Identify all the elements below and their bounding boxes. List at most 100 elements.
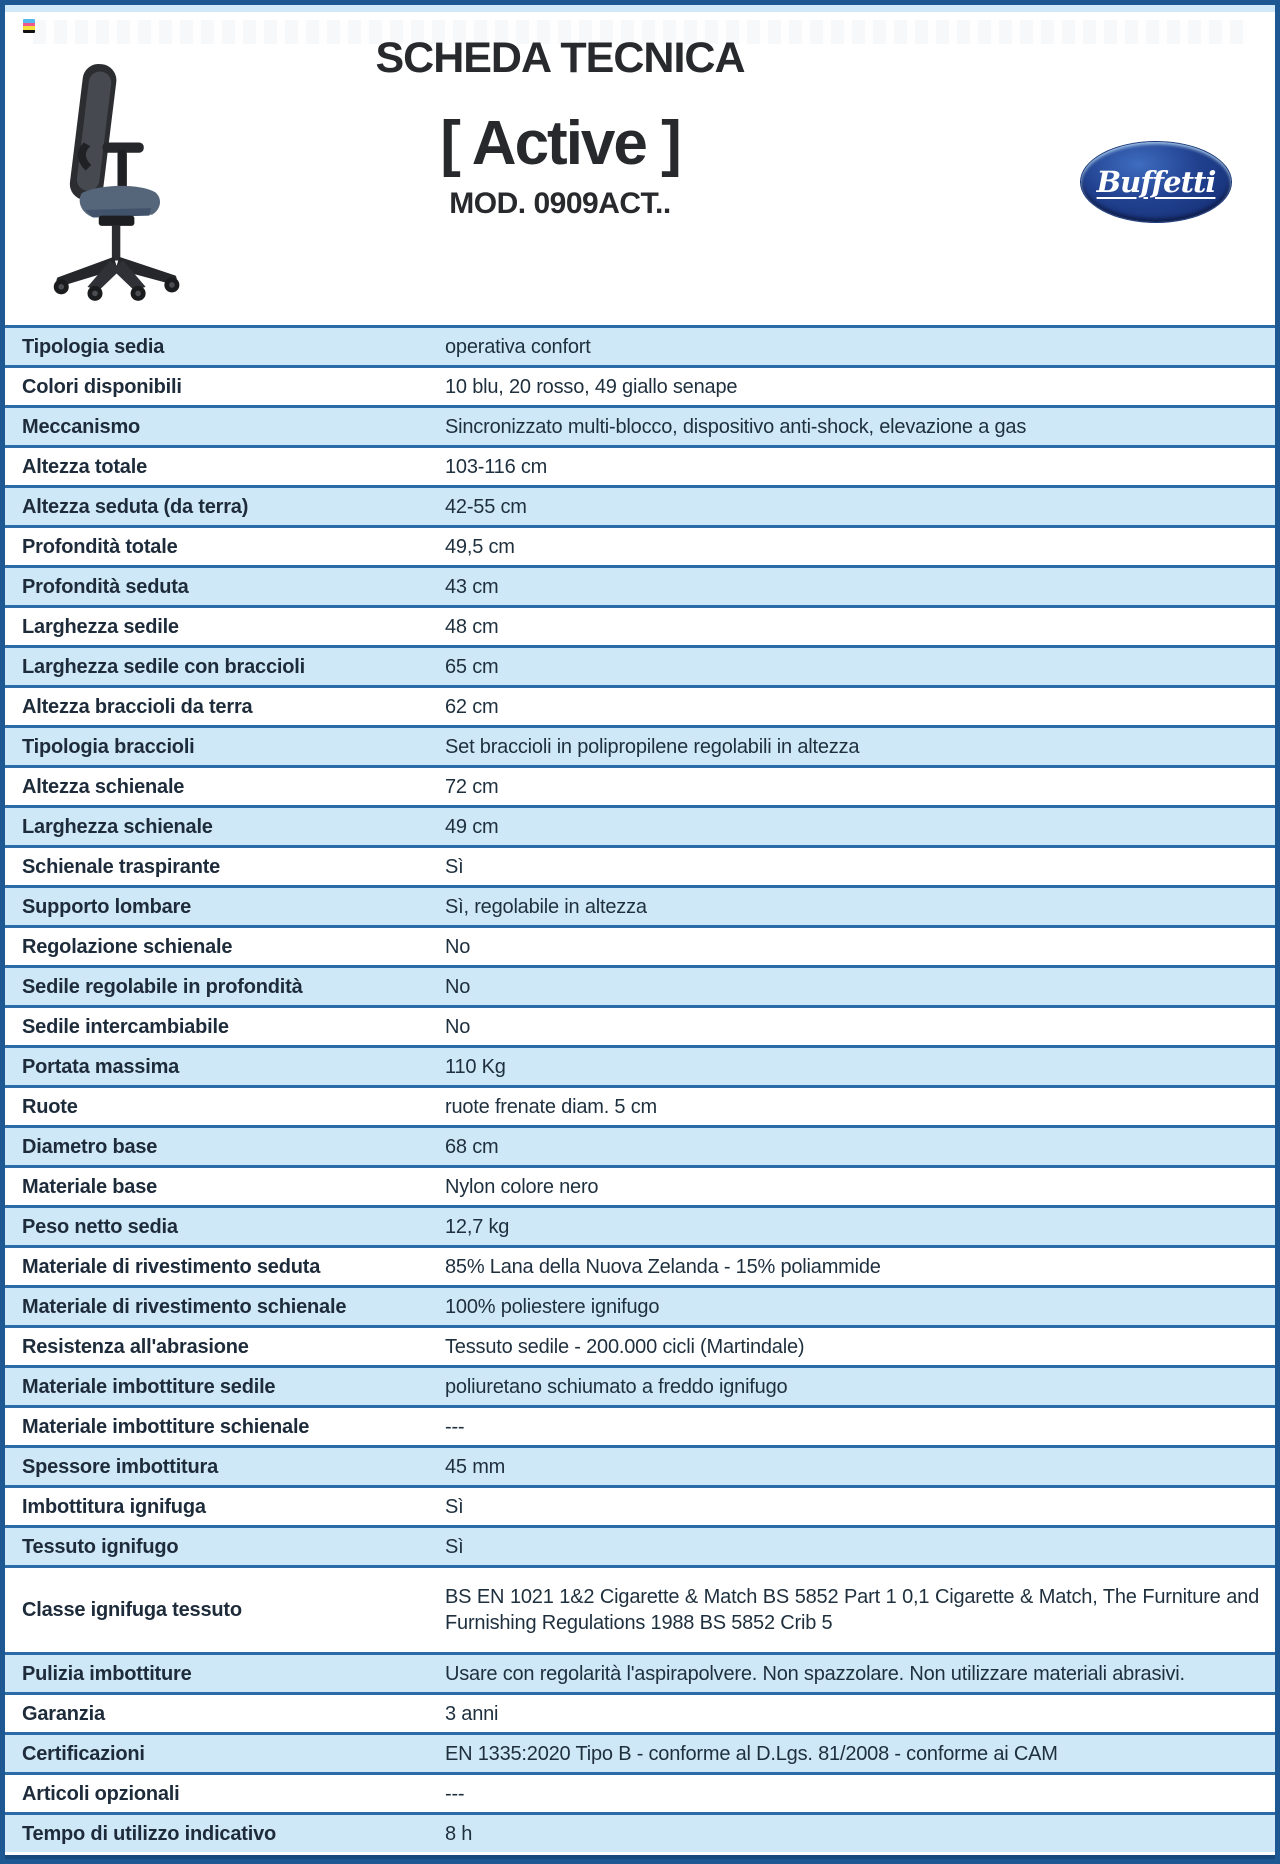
spec-label: Tempo di utilizzo indicativo xyxy=(22,1822,277,1845)
spec-row: Materiale imbottiture schienale --- xyxy=(5,1405,1275,1445)
spec-label: Larghezza sedile con braccioli xyxy=(22,655,305,678)
spec-value: Sì xyxy=(445,855,464,878)
color-registration-icon xyxy=(23,19,35,33)
title-block: SCHEDA TECNICA [ Active ] MOD. 0909ACT.. xyxy=(245,12,875,325)
spec-value: 10 blu, 20 rosso, 49 giallo senape xyxy=(445,375,738,398)
spec-row: Ruote ruote frenate diam. 5 cm xyxy=(5,1085,1275,1125)
spec-value: 3 anni xyxy=(445,1702,499,1725)
spec-value: 100% poliestere ignifugo xyxy=(445,1295,660,1318)
spec-label: Regolazione schienale xyxy=(22,935,233,958)
spec-row: Materiale base Nylon colore nero xyxy=(5,1165,1275,1205)
top-strip xyxy=(5,5,1275,12)
spec-value: operativa confort xyxy=(445,335,591,358)
spec-row: Spessore imbottitura 45 mm xyxy=(5,1445,1275,1485)
spec-value: 72 cm xyxy=(445,775,499,798)
spec-label: Tipologia sedia xyxy=(22,335,165,358)
spec-label: Materiale imbottiture schienale xyxy=(22,1415,310,1438)
spec-label: Larghezza schienale xyxy=(22,815,213,838)
spec-label: Sedile intercambiabile xyxy=(22,1015,229,1038)
spec-value: 45 mm xyxy=(445,1455,506,1478)
spec-row: Sedile intercambiabile No xyxy=(5,1005,1275,1045)
spec-row: Garanzia 3 anni xyxy=(5,1692,1275,1732)
spec-row: Diametro base 68 cm xyxy=(5,1125,1275,1165)
spec-label: Diametro base xyxy=(22,1135,158,1158)
spec-row: Altezza braccioli da terra 62 cm xyxy=(5,685,1275,725)
spec-label: Spessore imbottitura xyxy=(22,1455,219,1478)
spec-value: 12,7 kg xyxy=(445,1215,510,1238)
spec-label: Ruote xyxy=(22,1095,78,1118)
spec-row: Profondità seduta 43 cm xyxy=(5,565,1275,605)
spec-label: Colori disponibili xyxy=(22,375,182,398)
spec-value: 8 h xyxy=(445,1822,473,1845)
spec-value: Tessuto sedile - 200.000 cicli (Martinda… xyxy=(445,1335,805,1358)
spec-label: Peso netto sedia xyxy=(22,1215,178,1238)
spec-label: Supporto lombare xyxy=(22,895,192,918)
spec-row: Supporto lombare Sì, regolabile in altez… xyxy=(5,885,1275,925)
spec-value: 68 cm xyxy=(445,1135,499,1158)
spec-label: Profondità totale xyxy=(22,535,178,558)
spec-value: Usare con regolarità l'aspirapolvere. No… xyxy=(445,1662,1185,1685)
spec-row: Meccanismo Sincronizzato multi-blocco, d… xyxy=(5,405,1275,445)
spec-row: Tempo di utilizzo indicativo 8 h xyxy=(5,1812,1275,1852)
spec-value: BS EN 1021 1&2 Cigarette & Match BS 5852… xyxy=(445,1586,1259,1634)
spec-label: Altezza braccioli da terra xyxy=(22,695,253,718)
spec-value: 110 Kg xyxy=(445,1055,506,1078)
spec-value: poliuretano schiumato a freddo ignifugo xyxy=(445,1375,788,1398)
spec-value: Set braccioli in polipropilene regolabil… xyxy=(445,735,860,758)
spec-label: Portata massima xyxy=(22,1055,180,1078)
spec-label: Materiale di rivestimento seduta xyxy=(22,1255,321,1278)
spec-value: 65 cm xyxy=(445,655,499,678)
spec-value: Nylon colore nero xyxy=(445,1175,599,1198)
spec-row: Schienale traspirante Sì xyxy=(5,845,1275,885)
spec-value: --- xyxy=(445,1782,465,1805)
spec-label: Altezza seduta (da terra) xyxy=(22,495,249,518)
spec-label: Materiale di rivestimento schienale xyxy=(22,1295,347,1318)
model-code: MOD. 0909ACT.. xyxy=(449,187,671,220)
spec-value: No xyxy=(445,935,471,958)
spec-value: No xyxy=(445,975,471,998)
spec-row: Tipologia sedia operativa confort xyxy=(5,325,1275,365)
spec-label: Certificazioni xyxy=(22,1742,145,1765)
sheet-header: SCHEDA TECNICA [ Active ] MOD. 0909ACT..… xyxy=(5,12,1275,325)
spec-row: Resistenza all'abrasione Tessuto sedile … xyxy=(5,1325,1275,1365)
spec-label: Altezza schienale xyxy=(22,775,185,798)
spec-row: Regolazione schienale No xyxy=(5,925,1275,965)
spec-label: Sedile regolabile in profondità xyxy=(22,975,303,998)
spec-row: Tipologia braccioli Set braccioli in pol… xyxy=(5,725,1275,765)
spec-table: Tipologia sedia operativa confort Colori… xyxy=(5,325,1275,1859)
spec-value: 49 cm xyxy=(445,815,499,838)
spec-row: Imbottitura ignifuga Sì xyxy=(5,1485,1275,1525)
spec-row: Materiale imbottiture sedile poliuretano… xyxy=(5,1365,1275,1405)
spec-label: Garanzia xyxy=(22,1702,105,1725)
spec-row: Pulizia imbottiture Usare con regolarità… xyxy=(5,1652,1275,1692)
spec-value: 49,5 cm xyxy=(445,535,515,558)
spec-label: Schienale traspirante xyxy=(22,855,221,878)
spec-row: Materiale di rivestimento seduta 85% Lan… xyxy=(5,1245,1275,1285)
spec-label: Materiale base xyxy=(22,1175,158,1198)
spec-label: Classe ignifuga tessuto xyxy=(22,1599,242,1621)
product-chair-image xyxy=(35,50,185,313)
spec-row: Altezza seduta (da terra) 42-55 cm xyxy=(5,485,1275,525)
spec-label: Imbottitura ignifuga xyxy=(22,1495,206,1518)
spec-row: Certificazioni EN 1335:2020 Tipo B - con… xyxy=(5,1732,1275,1772)
spec-value: 85% Lana della Nuova Zelanda - 15% polia… xyxy=(445,1255,881,1278)
spec-value: 42-55 cm xyxy=(445,495,527,518)
spec-label: Larghezza sedile xyxy=(22,615,179,638)
spec-label: Resistenza all'abrasione xyxy=(22,1335,249,1358)
spec-row: Colori disponibili 10 blu, 20 rosso, 49 … xyxy=(5,365,1275,405)
buffetti-logo: Buffetti xyxy=(1081,142,1231,222)
spec-value: --- xyxy=(445,1415,465,1438)
spec-value: Sì, regolabile in altezza xyxy=(445,895,647,918)
spec-row: Larghezza sedile con braccioli 65 cm xyxy=(5,645,1275,685)
spec-row: Larghezza sedile 48 cm xyxy=(5,605,1275,645)
spec-row: Altezza totale 103-116 cm xyxy=(5,445,1275,485)
spec-value: Sincronizzato multi-blocco, dispositivo … xyxy=(445,415,1027,438)
spec-value: Sì xyxy=(445,1495,464,1518)
spec-value: 48 cm xyxy=(445,615,499,638)
spec-row: Peso netto sedia 12,7 kg xyxy=(5,1205,1275,1245)
spec-value: Sì xyxy=(445,1535,464,1558)
spec-row: Larghezza schienale 49 cm xyxy=(5,805,1275,845)
spec-row: Portata massima 110 Kg xyxy=(5,1045,1275,1085)
spec-value: 103-116 cm xyxy=(445,455,548,478)
